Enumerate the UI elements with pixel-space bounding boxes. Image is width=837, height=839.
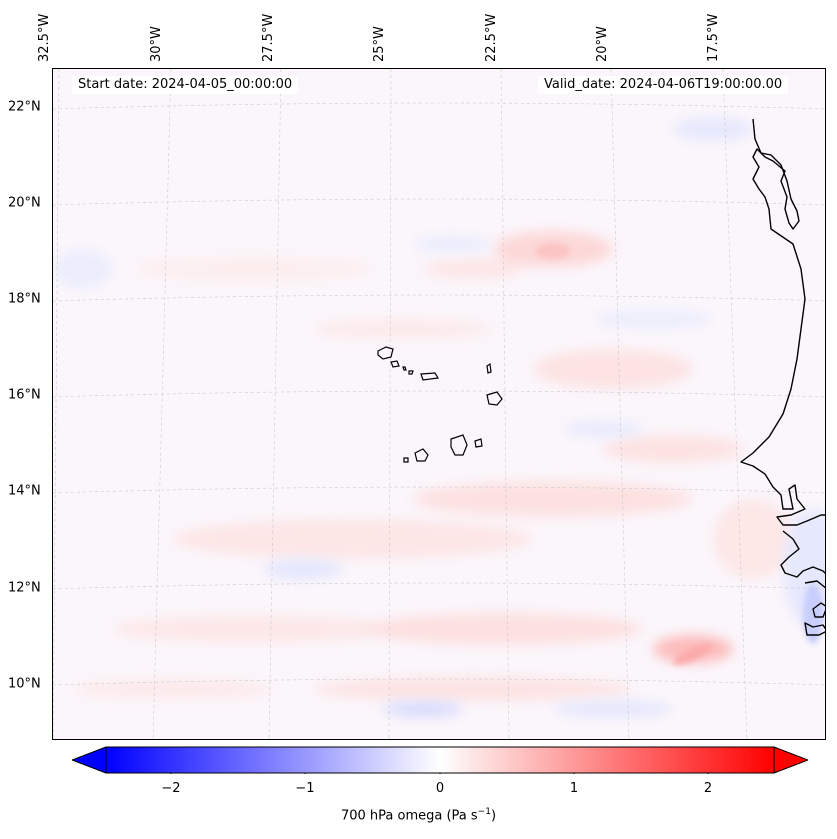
lon-label-20w: 20°W — [595, 26, 610, 62]
colorbar-max-extend — [773, 746, 810, 774]
african-coastline — [740, 118, 825, 636]
lon-label-32-5w: 32.5°W — [37, 13, 52, 62]
lat-label-14n: 14°N — [8, 483, 41, 499]
colorbar-tick-neg1: −1 — [295, 781, 315, 796]
strong-omega-cores — [535, 243, 823, 665]
lat-label-18n: 18°N — [8, 291, 41, 307]
lon-label-17-5w: 17.5°W — [706, 13, 721, 62]
colorbar-tick-neg2: −2 — [161, 781, 181, 796]
colorbar-label-exponent: −1 — [477, 807, 491, 817]
start-date-label: Start date: 2024-04-05_00:00:00 — [72, 76, 299, 94]
colorbar-tick-1: 1 — [569, 781, 579, 796]
valid-date-label: Valid_date: 2024-04-06T19:00:00.00 — [538, 76, 789, 94]
omega-field-map — [53, 69, 825, 739]
lat-label-20n: 20°N — [8, 195, 41, 211]
lon-label-30w: 30°W — [149, 26, 164, 62]
lon-label-25w: 25°W — [372, 26, 387, 62]
lon-label-22-5w: 22.5°W — [484, 13, 499, 62]
colorbar-gradient — [105, 746, 775, 774]
lon-label-27-5w: 27.5°W — [261, 13, 276, 62]
colorbar-svg — [70, 746, 810, 778]
colorbar-tick-0: 0 — [435, 781, 445, 796]
lat-label-16n: 16°N — [8, 387, 41, 403]
lat-label-12n: 12°N — [8, 580, 41, 596]
graticule — [53, 69, 825, 739]
colorbar-label: 700 hPa omega (Pa s−1) — [340, 807, 497, 824]
cape-verde-islands — [377, 346, 503, 463]
lat-label-10n: 10°N — [8, 676, 41, 692]
map-panel[interactable] — [52, 68, 826, 740]
colorbar-min-extend — [70, 746, 107, 774]
lat-label-22n: 22°N — [8, 99, 41, 115]
colorbar-tick-2: 2 — [703, 781, 713, 796]
colorbar — [70, 746, 810, 778]
